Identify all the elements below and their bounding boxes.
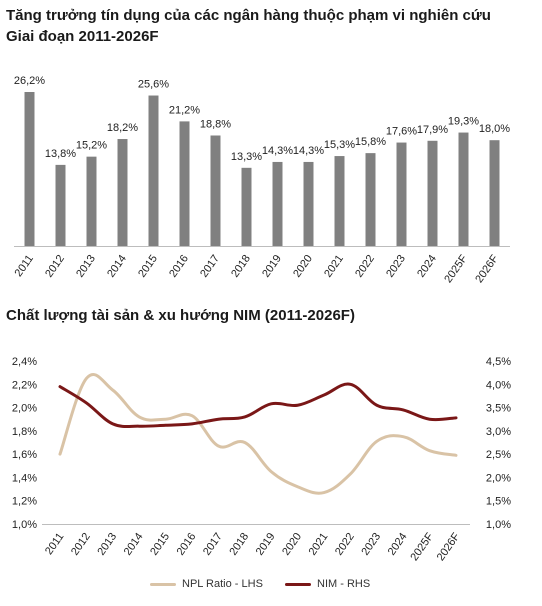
y-left-tick-2: 1,4% — [12, 472, 37, 484]
x2-tick-label-2012: 2012 — [69, 531, 93, 558]
legend-item-npl: NPL Ratio - LHS — [150, 578, 263, 590]
legend-item-nim: NIM - RHS — [285, 578, 370, 590]
bar-2022 — [365, 153, 376, 246]
x2-tick-label-2025F: 2025F — [408, 531, 436, 564]
y-right-tick-4: 3,0% — [486, 426, 511, 438]
chart1-title: Tăng trưởng tín dụng của các ngân hàng t… — [6, 7, 491, 24]
bar-2013 — [86, 156, 97, 246]
bar-value-label-2013: 15,2% — [76, 140, 107, 152]
bar-value-label-2017: 18,8% — [200, 118, 231, 130]
series-line-npl — [58, 372, 458, 495]
x2-tick-label-2015: 2015 — [148, 531, 172, 558]
bar-2025F — [458, 132, 469, 246]
y-left-tick-7: 2,4% — [12, 356, 37, 368]
bar-2019 — [272, 161, 283, 246]
bar-value-label-2011: 26,2% — [14, 75, 45, 87]
y-left-tick-4: 1,8% — [12, 426, 37, 438]
x2-tick-label-2013: 2013 — [95, 531, 119, 558]
series-line-nim — [58, 382, 458, 429]
x2-tick-label-2023: 2023 — [359, 531, 383, 558]
credit-growth-bar-chart: 26,2%201113,8%201215,2%201318,2%201425,6… — [13, 75, 511, 285]
legend-label-npl: NPL Ratio - LHS — [182, 578, 263, 590]
bar-2018 — [241, 167, 252, 246]
bar-value-label-2022: 15,8% — [355, 136, 386, 148]
legend-label-nim: NIM - RHS — [317, 578, 371, 590]
bar-2012 — [55, 164, 66, 246]
y-left-tick-3: 1,6% — [12, 449, 37, 461]
x2-tick-label-2021: 2021 — [307, 531, 331, 558]
bar-value-label-2020: 14,3% — [293, 145, 324, 157]
bar-value-label-2018: 13,3% — [231, 151, 262, 163]
bar-value-label-2021: 15,3% — [324, 139, 355, 151]
bar-2021 — [334, 156, 345, 246]
y-left-tick-5: 2,0% — [12, 403, 37, 415]
x2-tick-label-2019: 2019 — [254, 531, 278, 558]
bar-value-label-2014: 18,2% — [107, 122, 138, 134]
y-left-tick-0: 1,0% — [12, 519, 37, 531]
bar-2016 — [179, 121, 190, 246]
bar-value-label-2019: 14,3% — [262, 145, 293, 157]
bar-2015 — [148, 95, 159, 246]
chart2-title: Chất lượng tài sản & xu hướng NIM (2011-… — [6, 307, 355, 324]
bar-2011 — [24, 92, 35, 246]
y-right-tick-5: 3,5% — [486, 403, 511, 415]
y-left-tick-1: 1,2% — [12, 496, 37, 508]
bar-value-label-2025F: 19,3% — [448, 116, 479, 128]
bar-2024 — [427, 140, 438, 246]
bar-2026F — [489, 140, 500, 246]
chart1-subtitle: Giai đoạn 2011-2026F — [6, 28, 159, 45]
bar-2017 — [210, 135, 221, 246]
y-right-tick-0: 1,0% — [486, 519, 511, 531]
x2-tick-label-2020: 2020 — [280, 531, 304, 558]
bar-value-label-2023: 17,6% — [386, 126, 417, 138]
x2-tick-label-2026F: 2026F — [435, 531, 463, 564]
legend-swatch-npl — [150, 582, 176, 586]
y-right-tick-1: 1,5% — [486, 496, 511, 508]
y-right-tick-2: 2,0% — [486, 472, 511, 484]
bar-value-label-2016: 21,2% — [169, 104, 200, 116]
y-right-tick-7: 4,5% — [486, 356, 511, 368]
x2-tick-label-2014: 2014 — [122, 531, 146, 558]
x2-tick-label-2016: 2016 — [175, 531, 199, 558]
y-right-tick-6: 4,0% — [486, 379, 511, 391]
legend-swatch-nim — [285, 582, 311, 586]
x2-tick-label-2022: 2022 — [333, 531, 357, 558]
x2-tick-label-2011: 2011 — [43, 531, 66, 557]
bar-2014 — [117, 139, 128, 246]
bar-value-label-2026F: 18,0% — [479, 123, 510, 135]
bar-2020 — [303, 161, 314, 246]
bar-2023 — [396, 142, 407, 246]
x2-tick-label-2017: 2017 — [201, 531, 225, 558]
y-left-tick-6: 2,2% — [12, 379, 37, 391]
x2-tick-label-2018: 2018 — [227, 531, 251, 558]
bar-value-label-2012: 13,8% — [45, 148, 76, 160]
y-right-tick-3: 2,5% — [486, 449, 511, 461]
bar-value-label-2024: 17,9% — [417, 124, 448, 136]
x2-tick-label-2024: 2024 — [386, 531, 410, 558]
bar-value-label-2015: 25,6% — [138, 79, 169, 91]
chart2-legend: NPL Ratio - LHS NIM - RHS — [0, 578, 542, 600]
